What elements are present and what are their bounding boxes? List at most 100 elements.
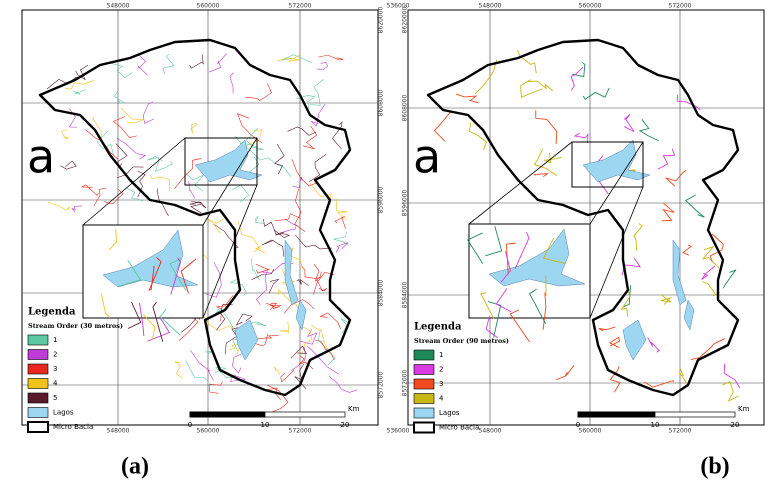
stream bbox=[332, 121, 343, 150]
coord-label: 548000 bbox=[479, 428, 502, 435]
stream bbox=[278, 289, 299, 309]
stream bbox=[676, 94, 701, 111]
legend-label: 1 bbox=[439, 351, 443, 359]
scale-bar bbox=[654, 411, 736, 418]
stream bbox=[244, 321, 267, 326]
stream bbox=[527, 80, 553, 92]
stream bbox=[71, 205, 83, 213]
panel-caption: (b) bbox=[700, 454, 729, 480]
legend-title: Legenda bbox=[28, 307, 76, 318]
stream bbox=[533, 173, 550, 177]
scale-unit: Km bbox=[738, 405, 750, 413]
panel-caption: (a) bbox=[121, 454, 149, 480]
stream bbox=[237, 221, 261, 250]
stream bbox=[245, 83, 272, 101]
stream bbox=[290, 345, 307, 359]
legend-label: 4 bbox=[439, 395, 444, 403]
stream bbox=[155, 161, 173, 172]
coord-label: 548000 bbox=[479, 3, 502, 10]
legend-swatch bbox=[27, 421, 49, 433]
stream bbox=[93, 187, 107, 207]
legend-swatch bbox=[413, 378, 435, 390]
legend-label: Lagos bbox=[53, 409, 74, 417]
stream bbox=[256, 335, 279, 340]
inset-stream bbox=[487, 301, 502, 338]
legend-label: 3 bbox=[439, 380, 443, 388]
stream bbox=[116, 137, 147, 160]
lake bbox=[284, 239, 299, 306]
stream bbox=[535, 110, 558, 144]
legend-swatch bbox=[27, 392, 49, 404]
stream bbox=[310, 103, 326, 127]
stream bbox=[623, 114, 635, 133]
inset-stream bbox=[148, 257, 162, 292]
coord-label: 572000 bbox=[289, 428, 312, 435]
stream bbox=[316, 61, 329, 71]
scale-bar bbox=[189, 411, 266, 418]
stream bbox=[229, 72, 234, 94]
inset-stream bbox=[118, 259, 142, 287]
stream bbox=[336, 198, 348, 221]
stream bbox=[214, 308, 236, 333]
legend-label: 2 bbox=[439, 366, 443, 374]
stream bbox=[267, 384, 289, 413]
stream bbox=[245, 127, 264, 151]
stream bbox=[308, 154, 327, 183]
stream bbox=[232, 353, 242, 374]
stream bbox=[274, 366, 280, 375]
stream bbox=[302, 125, 318, 150]
stream bbox=[315, 340, 335, 361]
stream bbox=[234, 136, 260, 160]
stream bbox=[287, 126, 317, 136]
coord-label: 8608000 bbox=[402, 94, 409, 121]
stream bbox=[313, 272, 335, 295]
stream bbox=[517, 49, 537, 74]
scale-unit: Km bbox=[348, 405, 360, 413]
inset-stream bbox=[127, 301, 142, 329]
lake bbox=[194, 139, 263, 183]
scale-label: 10 bbox=[651, 421, 660, 429]
stream bbox=[259, 157, 292, 177]
stream bbox=[620, 286, 631, 317]
stream bbox=[573, 132, 589, 144]
stream bbox=[142, 101, 154, 124]
legend-swatch bbox=[413, 393, 435, 404]
stream bbox=[280, 218, 297, 234]
coord-label: 536000 bbox=[387, 428, 410, 435]
stream bbox=[316, 279, 328, 292]
stream bbox=[469, 122, 488, 150]
inset-stream bbox=[109, 229, 117, 251]
stream bbox=[709, 233, 724, 263]
stream bbox=[474, 59, 498, 95]
inset-stream bbox=[150, 265, 155, 291]
stream bbox=[622, 285, 632, 308]
stream bbox=[598, 326, 616, 332]
legend-swatch bbox=[413, 407, 435, 419]
stream bbox=[261, 239, 285, 257]
inset-stream bbox=[529, 288, 547, 324]
stream bbox=[570, 66, 584, 91]
stream bbox=[520, 79, 543, 99]
legend-label: 1 bbox=[53, 336, 57, 344]
stream bbox=[296, 278, 309, 287]
stream bbox=[190, 201, 207, 214]
inset-connector bbox=[589, 186, 644, 319]
stream bbox=[722, 269, 737, 289]
stream bbox=[251, 268, 275, 281]
stream bbox=[340, 318, 350, 334]
inset-connector bbox=[202, 137, 258, 226]
stream bbox=[189, 54, 204, 69]
basin-outline bbox=[38, 38, 352, 397]
stream bbox=[110, 62, 133, 79]
stream bbox=[274, 213, 302, 222]
coord-label: 8572000 bbox=[378, 371, 385, 398]
inset-connector bbox=[589, 141, 644, 225]
stream bbox=[291, 159, 318, 187]
stream bbox=[455, 93, 479, 104]
lake bbox=[234, 319, 259, 361]
stream bbox=[254, 216, 264, 224]
stream bbox=[214, 224, 239, 249]
stream bbox=[114, 90, 125, 104]
stream bbox=[125, 187, 143, 202]
stream bbox=[263, 218, 285, 235]
